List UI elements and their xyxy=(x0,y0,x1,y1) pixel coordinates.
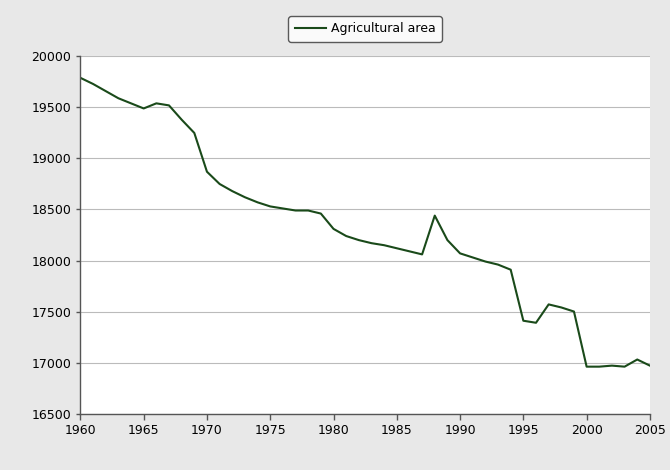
Agricultural area xyxy=(367,240,375,246)
Agricultural area xyxy=(557,305,565,310)
Agricultural area xyxy=(102,88,110,94)
Legend: Agricultural area: Agricultural area xyxy=(288,16,442,42)
Agricultural area xyxy=(355,237,363,243)
Agricultural area xyxy=(76,75,84,81)
Agricultural area xyxy=(241,195,249,200)
Agricultural area xyxy=(152,101,160,106)
Agricultural area xyxy=(178,117,186,123)
Agricultural area xyxy=(633,357,641,362)
Agricultural area xyxy=(115,95,123,101)
Agricultural area xyxy=(481,258,489,264)
Agricultural area xyxy=(456,251,464,256)
Agricultural area xyxy=(507,267,515,273)
Agricultural area xyxy=(330,226,338,232)
Agricultural area xyxy=(519,318,527,323)
Agricultural area xyxy=(127,101,135,106)
Agricultural area xyxy=(405,249,413,254)
Agricultural area xyxy=(203,169,211,174)
Agricultural area xyxy=(190,130,198,136)
Agricultural area xyxy=(494,262,502,267)
Agricultural area xyxy=(431,213,439,219)
Agricultural area xyxy=(532,320,540,326)
Agricultural area xyxy=(380,243,388,248)
Agricultural area xyxy=(608,363,616,368)
Agricultural area xyxy=(469,255,477,260)
Agricultural area xyxy=(304,208,312,213)
Agricultural area xyxy=(139,106,147,111)
Agricultural area xyxy=(570,309,578,314)
Agricultural area xyxy=(342,233,350,239)
Agricultural area xyxy=(620,364,628,369)
Agricultural area xyxy=(595,364,603,369)
Agricultural area xyxy=(444,237,452,243)
Agricultural area xyxy=(317,211,325,216)
Agricultural area xyxy=(279,206,287,212)
Agricultural area xyxy=(545,302,553,307)
Agricultural area xyxy=(291,208,299,213)
Line: Agricultural area: Agricultural area xyxy=(80,78,650,367)
Agricultural area xyxy=(89,81,97,87)
Agricultural area xyxy=(393,245,401,251)
Agricultural area xyxy=(418,251,426,257)
Agricultural area xyxy=(253,200,261,205)
Agricultural area xyxy=(228,188,237,194)
Agricultural area xyxy=(216,181,224,187)
Agricultural area xyxy=(266,204,274,209)
Agricultural area xyxy=(583,364,591,369)
Agricultural area xyxy=(165,102,173,108)
Agricultural area xyxy=(646,363,654,368)
